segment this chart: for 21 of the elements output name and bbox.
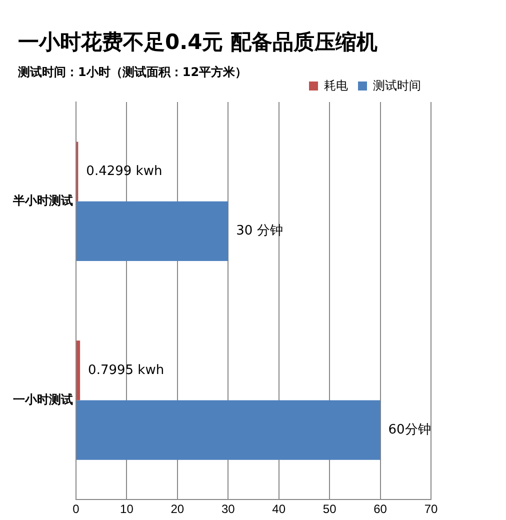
x-tick-label: 10: [120, 502, 134, 516]
data-label: 0.7995 kwh: [88, 362, 164, 378]
legend-label: 测试时间: [373, 78, 421, 92]
chart-subtitle: 测试时间：1小时（测试面积：12平方米）: [18, 64, 248, 81]
x-tick-label: 70: [424, 502, 438, 516]
y-tick-label: 半小时测试: [12, 194, 73, 208]
x-tick-label: 0: [72, 502, 80, 516]
x-tick-label: 50: [322, 502, 337, 516]
x-tick-label: 40: [272, 502, 286, 516]
data-label: 0.4299 kwh: [86, 164, 162, 179]
data-label: 60分钟: [388, 422, 431, 438]
chart-title: 一小时花费不足0.4元 配备品质压缩机: [18, 29, 378, 56]
bar: [76, 400, 380, 460]
bar: [76, 201, 228, 262]
legend-label: 耗电: [324, 78, 348, 92]
data-label: 30 分钟: [236, 224, 283, 239]
y-tick-label: 一小时测试: [13, 392, 73, 407]
bar: [76, 340, 80, 400]
x-tick-label: 60: [374, 502, 388, 516]
x-tick-label: 30: [221, 502, 236, 516]
x-tick-label: 20: [170, 502, 184, 516]
